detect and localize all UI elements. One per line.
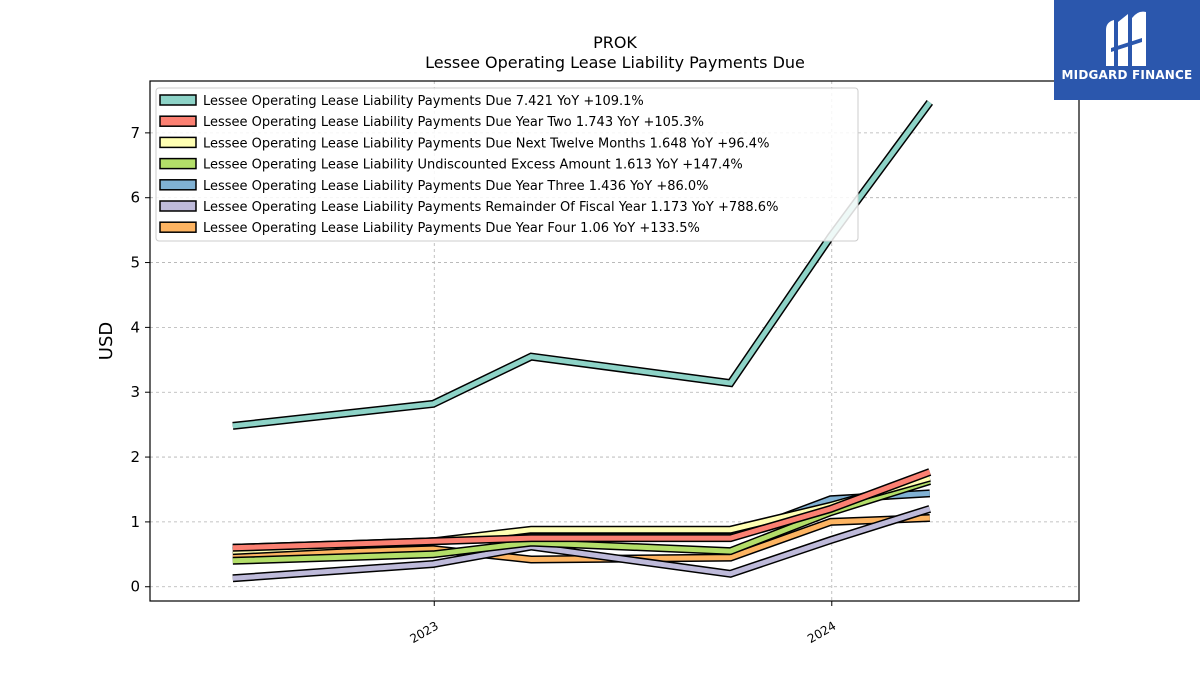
y-tick-label: 5 (130, 254, 140, 272)
legend-label: Lessee Operating Lease Liability Payment… (203, 200, 778, 215)
y-tick-label: 2 (130, 448, 140, 466)
x-tick-label: 2024 (805, 619, 838, 646)
legend-label: Lessee Operating Lease Liability Payment… (203, 136, 769, 151)
legend-label: Lessee Operating Lease Liability Payment… (203, 94, 644, 109)
brand-logo: MIDGARD FINANCE (1054, 0, 1200, 100)
y-tick-label: 0 (130, 578, 140, 596)
legend-item: Lessee Operating Lease Liability Payment… (159, 136, 769, 151)
chart-title: PROK (593, 33, 637, 52)
legend-item: Lessee Operating Lease Liability Payment… (159, 115, 704, 130)
legend-swatch (159, 157, 197, 170)
legend-swatch (159, 115, 197, 127)
brand-name: MIDGARD FINANCE (1061, 68, 1193, 82)
legend-swatch (159, 94, 197, 106)
y-tick-label: 3 (130, 383, 140, 401)
series-line-fill (232, 506, 931, 581)
legend-box (155, 87, 859, 242)
series-line-fill (232, 469, 931, 551)
y-tick-label: 4 (130, 318, 140, 336)
y-tick-label: 6 (130, 189, 140, 207)
y-tick-label: 7 (130, 124, 140, 142)
legend-label: Lessee Operating Lease Liability Payment… (203, 221, 700, 236)
legend-swatch (159, 221, 197, 233)
legend: Lessee Operating Lease Liability Payment… (155, 87, 859, 242)
legend-item: Lessee Operating Lease Liability Undisco… (159, 157, 743, 173)
legend-label: Lessee Operating Lease Liability Payment… (203, 115, 704, 130)
x-axis: 2023 2024 (407, 601, 838, 646)
legend-label: Lessee Operating Lease Liability Undisco… (203, 158, 743, 173)
y-axis-label: USD (96, 322, 117, 360)
legend-item: Lessee Operating Lease Liability Payment… (159, 200, 778, 215)
y-tick-label: 1 (130, 513, 140, 531)
legend-item: Lessee Operating Lease Liability Payment… (159, 179, 709, 194)
midgard-m-logo-icon (1106, 11, 1146, 67)
plot-frame (149, 80, 1080, 602)
x-tick-label: 2023 (407, 619, 440, 646)
legend-swatch (159, 200, 197, 212)
series-line (232, 468, 932, 552)
legend-item: Lessee Operating Lease Liability Payment… (159, 94, 644, 109)
legend-item: Lessee Operating Lease Liability Payment… (159, 221, 700, 236)
series-line (232, 505, 932, 583)
legend-swatch (159, 179, 197, 191)
chart-subtitle: Lessee Operating Lease Liability Payment… (425, 53, 805, 72)
y-axis: 0 1 2 3 4 5 6 7 (130, 124, 150, 596)
legend-swatch (159, 136, 197, 149)
legend-label: Lessee Operating Lease Liability Payment… (203, 179, 709, 194)
